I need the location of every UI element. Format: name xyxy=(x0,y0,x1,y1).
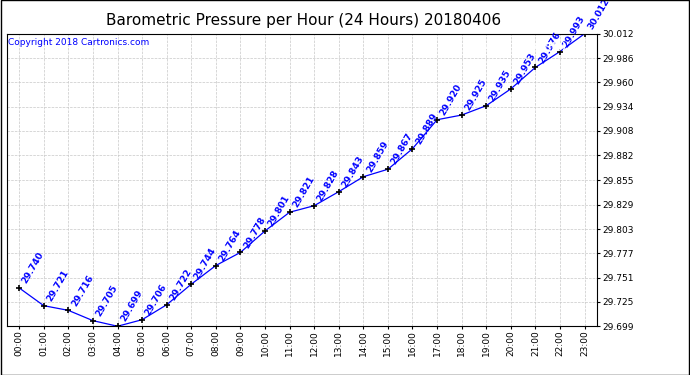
Text: 30.012: 30.012 xyxy=(586,0,611,31)
Text: 29.699: 29.699 xyxy=(119,289,144,324)
Text: 29.716: 29.716 xyxy=(70,273,95,308)
Text: 29.867: 29.867 xyxy=(389,132,415,166)
Text: 29.740: 29.740 xyxy=(21,251,46,285)
Text: 29.859: 29.859 xyxy=(365,139,390,174)
Text: 29.925: 29.925 xyxy=(463,78,489,112)
Text: 29.705: 29.705 xyxy=(95,283,119,318)
Text: 29.935: 29.935 xyxy=(488,68,513,103)
Text: 29.843: 29.843 xyxy=(340,154,366,189)
Text: 29.778: 29.778 xyxy=(241,215,267,250)
Text: 29.706: 29.706 xyxy=(144,282,168,317)
Text: 29.953: 29.953 xyxy=(512,51,538,86)
Text: 29.828: 29.828 xyxy=(315,168,341,203)
Text: 29.801: 29.801 xyxy=(266,194,291,228)
Text: Copyright 2018 Cartronics.com: Copyright 2018 Cartronics.com xyxy=(8,38,149,47)
Text: 29.920: 29.920 xyxy=(438,82,464,117)
Text: 29.744: 29.744 xyxy=(193,246,218,281)
Text: 29.764: 29.764 xyxy=(217,228,242,263)
Text: 29.722: 29.722 xyxy=(168,267,193,302)
Text: 29.993: 29.993 xyxy=(562,14,586,49)
Text: 29.721: 29.721 xyxy=(45,268,70,303)
Text: 29.889: 29.889 xyxy=(414,111,439,146)
Text: 29.976: 29.976 xyxy=(537,30,562,64)
Text: Barometric Pressure per Hour (24 Hours) 20180406: Barometric Pressure per Hour (24 Hours) … xyxy=(106,13,501,28)
Text: 29.821: 29.821 xyxy=(291,175,316,210)
